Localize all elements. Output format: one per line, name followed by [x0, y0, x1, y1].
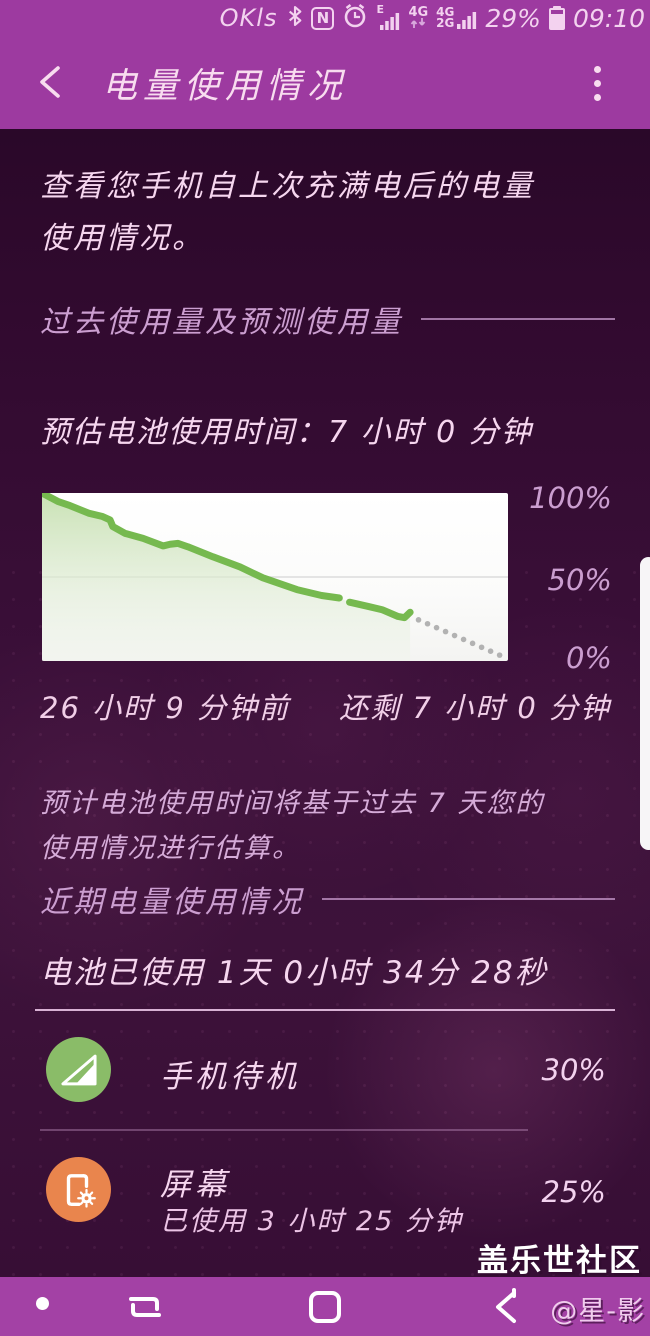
usage-item-percent: 25% — [541, 1175, 606, 1209]
usage-row-standby[interactable]: 手机待机 30% — [0, 1037, 650, 1105]
battery-used-text: 电池已使用 1天 0小时 34分 28秒 — [40, 955, 548, 991]
standby-signal-icon — [46, 1037, 111, 1102]
section-recent-usage: 近期电量使用情况 — [40, 877, 615, 921]
estimate-note: 预计电池使用时间将基于过去 7 天您的使用情况进行估算。 — [40, 788, 545, 864]
intro-text: 查看您手机自上次充满电后的电量使用情况。 — [40, 169, 535, 256]
author-watermark: @星-影 — [550, 1296, 645, 1327]
clock-label: 09:10 — [572, 3, 645, 33]
alarm-icon — [342, 3, 368, 33]
usage-item-name: 屏幕 — [160, 1167, 230, 1203]
list-divider — [40, 1129, 528, 1131]
page-title: 电量使用情况 — [102, 66, 349, 106]
navigation-bar: @星-影 — [0, 1277, 650, 1336]
back-nav-button[interactable] — [482, 1282, 532, 1332]
section-past-usage: 过去使用量及预测使用量 — [40, 297, 615, 341]
carrier-label: OKls — [219, 4, 278, 32]
list-divider — [35, 1009, 615, 1011]
screen-brightness-icon — [46, 1157, 111, 1222]
usage-row-screen[interactable]: 屏幕 已使用 3 小时 25 分钟 25% — [0, 1157, 650, 1237]
app-header: 电量使用情况 — [0, 36, 650, 129]
battery-icon — [548, 6, 565, 30]
bluetooth-icon — [287, 3, 303, 33]
usage-item-percent: 30% — [541, 1053, 606, 1087]
y-axis-label-100: 100% — [529, 481, 612, 515]
status-bar: OKls N E 4G — [0, 0, 650, 36]
4g-updown-icon: 4G — [408, 6, 428, 28]
estimate-text: 预估电池使用时间：7 小时 0 分钟 — [40, 415, 533, 450]
nfc-icon: N — [311, 6, 335, 30]
dual-sim-signal-icon: 4G 2G — [436, 6, 477, 29]
chart-caption-ago: 26 小时 9 分钟前 — [40, 691, 291, 725]
section-divider-line — [421, 318, 615, 320]
signal-e-icon: E — [376, 3, 400, 31]
home-button[interactable] — [300, 1282, 350, 1332]
chart-caption-remaining: 还剩 7 小时 0 分钟 — [339, 691, 612, 725]
scrollbar-thumb[interactable] — [640, 557, 650, 850]
content-area: 查看您手机自上次充满电后的电量使用情况。 过去使用量及预测使用量 预估电池使用时… — [0, 129, 650, 1279]
overflow-menu-button[interactable] — [582, 58, 612, 108]
usage-item-name: 手机待机 — [160, 1059, 300, 1095]
edge-handle-dot[interactable] — [36, 1297, 49, 1310]
section-divider-line — [322, 898, 615, 900]
battery-percent-label: 29% — [485, 3, 541, 33]
chart-caption: 26 小时 9 分钟前 还剩 7 小时 0 分钟 — [40, 685, 620, 727]
usage-item-detail: 已使用 3 小时 25 分钟 — [160, 1206, 463, 1237]
y-axis-label-50: 50% — [547, 563, 612, 597]
y-axis-label-0: 0% — [565, 641, 612, 675]
recents-button[interactable] — [120, 1282, 170, 1332]
back-button[interactable] — [30, 60, 74, 104]
battery-discharge-chart — [42, 493, 508, 661]
community-watermark: 盖乐世社区 — [477, 1243, 642, 1279]
